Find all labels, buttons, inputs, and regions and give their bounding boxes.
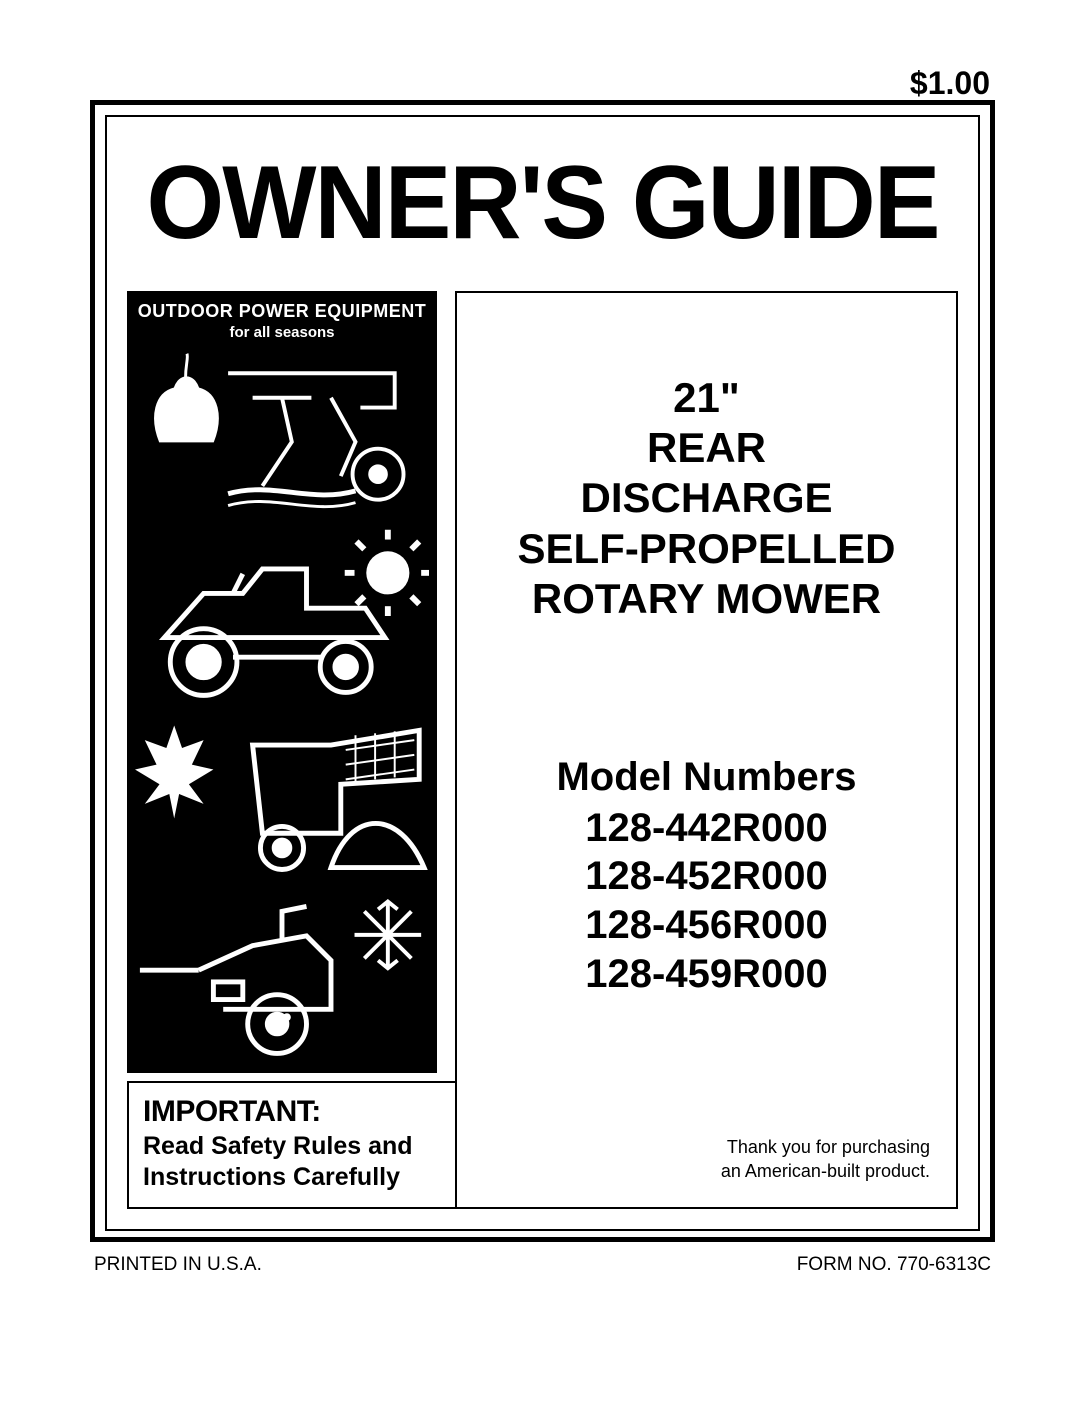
model-number-4: 128-459R000: [477, 950, 936, 999]
panel-heading: OUTDOOR POWER EQUIPMENT: [135, 301, 429, 322]
panel-subheading: for all seasons: [135, 324, 429, 341]
footer-right: FORM NO. 770-6313C: [797, 1254, 991, 1276]
thanks-line-2: an American-built product.: [721, 1161, 930, 1181]
document-title: OWNER'S GUIDE: [144, 157, 942, 251]
right-column: 21" REAR DISCHARGE SELF-PROPELLED ROTARY…: [455, 291, 958, 1210]
product-title: 21" REAR DISCHARGE SELF-PROPELLED ROTARY…: [477, 373, 936, 625]
model-number-1: 128-442R000: [477, 804, 936, 853]
price-label: $1.00: [910, 65, 990, 102]
important-box: IMPORTANT: Read Safety Rules and Instruc…: [127, 1081, 457, 1210]
product-line-1: REAR: [647, 424, 766, 471]
thanks-line-1: Thank you for purchasing: [727, 1137, 930, 1157]
outer-frame: OWNER'S GUIDE OUTDOOR POWER EQUIPMENT fo…: [90, 100, 995, 1242]
product-size: 21": [673, 374, 740, 421]
seasons-panel: OUTDOOR POWER EQUIPMENT for all seasons: [127, 291, 437, 1073]
tiller-spring-icon: [135, 347, 429, 522]
footer-left: PRINTED IN U.S.A.: [94, 1254, 262, 1276]
model-number-2: 128-452R000: [477, 852, 936, 901]
inner-frame: OWNER'S GUIDE OUTDOOR POWER EQUIPMENT fo…: [105, 115, 980, 1231]
important-title: IMPORTANT:: [143, 1095, 441, 1129]
riding-mower-summer-icon: [135, 528, 429, 703]
blower-fall-icon: [135, 709, 429, 884]
important-body: Read Safety Rules and Instructions Caref…: [143, 1131, 441, 1194]
left-column: OUTDOOR POWER EQUIPMENT for all seasons: [127, 291, 437, 1210]
product-line-4: ROTARY MOWER: [532, 575, 881, 622]
product-line-3: SELF-PROPELLED: [517, 525, 895, 572]
model-number-3: 128-456R000: [477, 901, 936, 950]
product-line-2: DISCHARGE: [580, 474, 832, 521]
thank-you-text: Thank you for purchasing an American-bui…: [477, 1135, 936, 1188]
footer: PRINTED IN U.S.A. FORM NO. 770-6313C: [90, 1254, 995, 1276]
snowthrower-winter-icon: [135, 890, 429, 1065]
model-numbers-block: Model Numbers 128-442R000 128-452R000 12…: [477, 755, 936, 999]
model-heading: Model Numbers: [477, 755, 936, 800]
